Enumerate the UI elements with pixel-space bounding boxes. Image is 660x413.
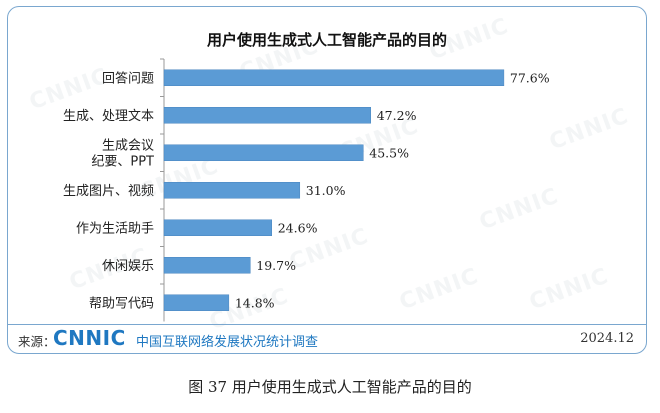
bar (163, 144, 364, 161)
source-footer: 来源： CNNIC 中国互联网络发展状况统计调查 2024.12 (8, 325, 646, 353)
bar-value-label: 45.5% (369, 145, 409, 160)
category-label: 生成图片、视频 (63, 184, 154, 199)
category-label: 纪要、PPT (91, 154, 154, 169)
bar-value-label: 47.2% (377, 108, 417, 123)
bar (163, 257, 251, 274)
bar (163, 69, 505, 86)
category-label: 休闲娱乐 (102, 259, 154, 274)
bar-value-label: 24.6% (278, 220, 318, 235)
footer-divider (8, 324, 646, 325)
category-label: 生成会议 (102, 138, 154, 153)
category-label: 回答问题 (102, 70, 154, 86)
source-date: 2024.12 (580, 331, 634, 346)
category-label: 帮助写代码 (89, 296, 154, 311)
chart-frame: CNNIC CNNIC CNNIC CNNIC CNNIC CNNIC CNNIC CNNIC… (7, 6, 647, 354)
cnnic-logo: CNNIC (53, 326, 126, 350)
bar (163, 182, 301, 199)
category-label: 生成、处理文本 (63, 109, 154, 124)
figure-caption: 图 37 用户使用生成式人工智能产品的目的 (188, 378, 472, 396)
bar-value-label: 31.0% (306, 183, 346, 198)
bar (163, 294, 230, 311)
chart-title: 用户使用生成式人工智能产品的目的 (206, 31, 447, 49)
category-label: 作为生活助手 (76, 221, 154, 236)
bar (163, 219, 272, 236)
bar-value-label: 77.6% (510, 70, 550, 85)
source-organization: 中国互联网络发展状况统计调查 (136, 335, 319, 350)
source-label: 来源： (18, 334, 56, 349)
bar-value-label: 14.8% (235, 295, 275, 310)
bar-value-label: 19.7% (256, 258, 296, 273)
bar (163, 107, 371, 124)
